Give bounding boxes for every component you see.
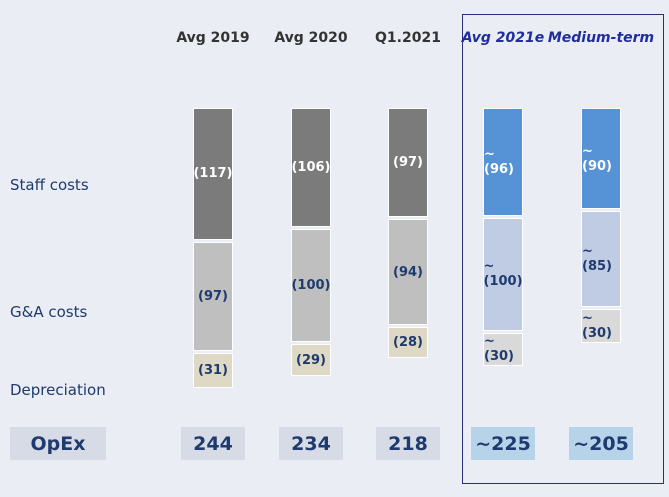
- bar-segment-ga-costs-q1-2021: (94): [388, 219, 428, 325]
- highlight-box-estimates: [462, 14, 664, 484]
- opex-total-q1-2021: 218: [376, 427, 440, 460]
- bar-segment-staff-costs-avg-2019: (117): [193, 108, 233, 240]
- column-header-avg-2020: Avg 2020: [274, 30, 348, 46]
- opex-total-avg-2020: 234: [279, 427, 343, 460]
- data-label-ga-costs-avg-2019: (97): [198, 288, 228, 304]
- bar-segment-staff-costs-medium-term: ~(90): [581, 108, 621, 210]
- data-label-staff-costs-avg-2019: (117): [193, 166, 233, 182]
- column-header-avg-2019: Avg 2019: [176, 30, 250, 46]
- opex-row-label: OpEx: [10, 427, 106, 460]
- data-label-ga-costs-avg-2021e: ~(100): [483, 259, 523, 290]
- bar-segment-ga-costs-avg-2019: (97): [193, 241, 233, 351]
- bar-segment-depreciation-medium-term: ~(30): [581, 308, 621, 343]
- data-label-depreciation-avg-2020: (29): [296, 352, 326, 368]
- data-label-staff-costs-avg-2021e: ~(96): [484, 147, 514, 177]
- data-label-ga-costs-medium-term: ~(85): [582, 244, 612, 275]
- series-label-depreciation: Depreciation: [10, 381, 106, 399]
- data-label-depreciation-q1-2021: (28): [393, 335, 423, 351]
- column-header-medium-term: Medium-term: [547, 30, 655, 46]
- bar-segment-depreciation-q1-2021: (28): [388, 326, 428, 359]
- column-header-avg-2021e: Avg 2021e: [461, 30, 545, 46]
- bar-segment-depreciation-avg-2021e: ~(30): [483, 332, 523, 367]
- bar-segment-depreciation-avg-2019: (31): [193, 352, 233, 388]
- series-label-ga-costs: G&A costs: [10, 303, 88, 321]
- bar-segment-staff-costs-avg-2021e: ~(96): [483, 108, 523, 216]
- opex-total-avg-2021e: ~225: [471, 427, 535, 460]
- bar-segment-depreciation-avg-2020: (29): [291, 343, 331, 377]
- opex-total-avg-2019: 244: [181, 427, 245, 460]
- data-label-staff-costs-q1-2021: (97): [393, 155, 423, 171]
- data-label-ga-costs-q1-2021: (94): [393, 264, 423, 280]
- bar-segment-staff-costs-avg-2020: (106): [291, 108, 331, 228]
- bar-segment-ga-costs-avg-2020: (100): [291, 229, 331, 342]
- bar-segment-ga-costs-avg-2021e: ~(100): [483, 218, 523, 331]
- data-label-staff-costs-avg-2020: (106): [291, 160, 331, 176]
- opex-total-medium-term: ~205: [569, 427, 633, 460]
- data-label-staff-costs-medium-term: ~(90): [582, 143, 612, 174]
- data-label-depreciation-avg-2019: (31): [198, 362, 228, 378]
- data-label-ga-costs-avg-2020: (100): [291, 278, 331, 293]
- data-label-depreciation-avg-2021e: ~(30): [484, 334, 514, 365]
- data-label-depreciation-medium-term: ~(30): [582, 310, 612, 341]
- bar-segment-staff-costs-q1-2021: (97): [388, 108, 428, 218]
- column-header-q1-2021: Q1.2021: [375, 30, 441, 46]
- series-label-staff-costs: Staff costs: [10, 176, 89, 194]
- bar-segment-ga-costs-medium-term: ~(85): [581, 211, 621, 307]
